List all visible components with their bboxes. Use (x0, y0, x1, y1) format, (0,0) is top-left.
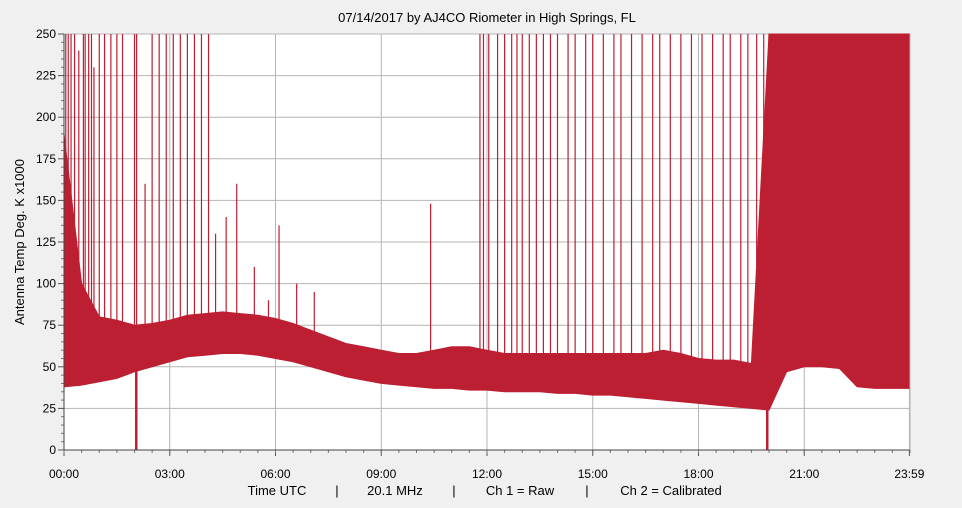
y-tick-label: 200 (36, 110, 56, 124)
y-tick-label: 125 (36, 235, 56, 249)
y-tick-label: 250 (36, 27, 56, 41)
y-tick-label: 50 (43, 360, 57, 374)
signal-band (63, 33, 910, 411)
footer-separator: | (335, 483, 338, 498)
y-tick-label: 25 (43, 401, 57, 415)
footer-time-utc: Time UTC (248, 483, 307, 498)
x-tick-label: 23:59 (894, 467, 924, 481)
footer-ch1: Ch 1 = Raw (486, 483, 555, 498)
axes: 0 25 50 75 100 125 150 175 200 225 250 00:00 03:00 06… (36, 27, 925, 481)
chart-title: 07/14/2017 by AJ4CO Riometer in High Spr… (338, 10, 636, 25)
x-tick-label: 15:00 (578, 467, 608, 481)
footer-ch2: Ch 2 = Calibrated (620, 483, 722, 498)
data-marks (63, 33, 910, 450)
x-tick-label: 06:00 (260, 467, 290, 481)
footer-frequency: 20.1 MHz (367, 483, 423, 498)
footer-separator: | (452, 483, 455, 498)
x-tick-label: 09:00 (366, 467, 396, 481)
x-tick-label: 03:00 (155, 467, 185, 481)
y-tick-label: 75 (43, 318, 57, 332)
x-tick-label: 21:00 (789, 467, 819, 481)
y-tick-label: 100 (36, 277, 56, 291)
x-tick-label: 18:00 (683, 467, 713, 481)
y-tick-label: 0 (49, 443, 56, 457)
y-axis-label: Antenna Temp Deg. K x1000 (12, 159, 27, 325)
x-tick-label: 12:00 (472, 467, 502, 481)
y-tick-label: 150 (36, 193, 56, 207)
x-tick-label: 00:00 (49, 467, 79, 481)
footer-separator: | (585, 483, 588, 498)
y-tick-label: 175 (36, 152, 56, 166)
y-tick-label: 225 (36, 69, 56, 83)
